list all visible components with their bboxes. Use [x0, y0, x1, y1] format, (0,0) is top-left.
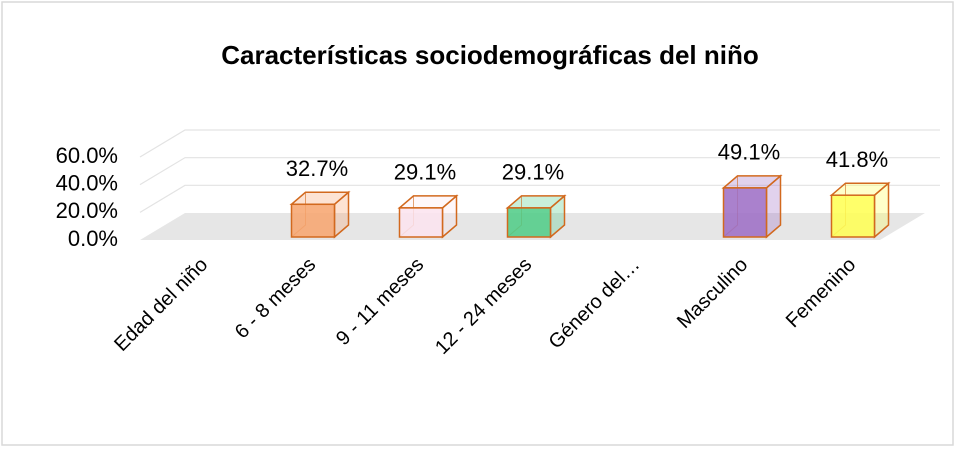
- value-label: 32.7%: [286, 156, 348, 181]
- bar: [722, 187, 768, 238]
- bar: [290, 203, 336, 238]
- value-label: 29.1%: [502, 160, 564, 185]
- bar: [830, 194, 876, 238]
- chart-title: Características sociodemográficas del ni…: [221, 40, 759, 70]
- grid-line: [139, 129, 940, 158]
- value-label: 41.8%: [826, 147, 888, 172]
- bar: [398, 207, 444, 238]
- value-label: 29.1%: [394, 160, 456, 185]
- y-tick-label: 20.0%: [56, 198, 118, 223]
- bar: [506, 207, 552, 238]
- grid-line: [139, 157, 940, 186]
- value-label: 49.1%: [718, 140, 780, 165]
- y-tick-label: 40.0%: [56, 170, 118, 195]
- y-tick-label: 60.0%: [56, 143, 118, 168]
- y-tick-label: 0.0%: [68, 226, 118, 251]
- grid-line: [139, 184, 940, 213]
